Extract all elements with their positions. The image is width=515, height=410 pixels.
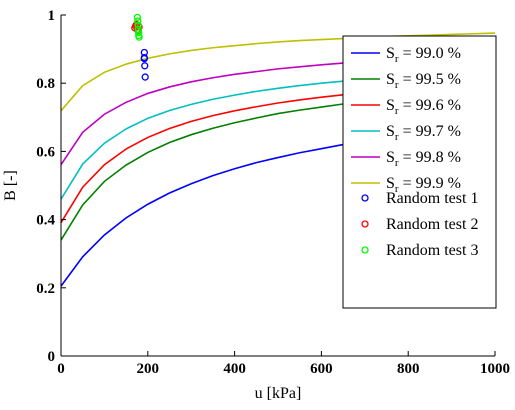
axes: 0 200 400 600 800 1000 0 0.2 0.4 0.6 0.8 1 xyxy=(36,8,510,377)
y-tick-label: 1 xyxy=(48,8,56,24)
series-line-6 xyxy=(60,32,496,112)
y-tick-label: 0.2 xyxy=(36,281,55,297)
x-tick-label: 1000 xyxy=(480,361,510,377)
legend-marker-swatch xyxy=(361,194,369,202)
x-tick-label: 800 xyxy=(397,361,420,377)
x-axis-label: u [kPa] xyxy=(255,385,302,402)
legend-label: Sr = 99.9 % xyxy=(386,175,461,195)
scatter-point-test-1 xyxy=(141,73,149,81)
legend-marker-swatch xyxy=(361,246,369,254)
legend-marker-swatch xyxy=(361,220,369,228)
scatter-point-test-3 xyxy=(134,21,142,29)
y-tick-label: 0 xyxy=(48,349,56,365)
legend-label: Sr = 99.6 % xyxy=(386,97,461,117)
scatter-point-test-1 xyxy=(140,55,148,63)
legend-label: Sr = 99.0 % xyxy=(386,45,461,65)
legend-label: Sr = 99.7 % xyxy=(386,123,461,143)
scatter-point-test-3 xyxy=(133,13,142,22)
scatter-point-test-3 xyxy=(135,29,143,37)
plot-area xyxy=(60,13,496,287)
legend-label: Random test 3 xyxy=(386,242,478,259)
y-tick-label: 0.8 xyxy=(36,76,55,92)
y-tick-label: 0.4 xyxy=(36,213,55,229)
scatter-point-test-1 xyxy=(141,62,149,70)
legend-label: Random test 1 xyxy=(386,190,478,207)
y-tick-label: 0.6 xyxy=(36,144,55,160)
x-tick-label: 600 xyxy=(310,361,333,377)
legend-box xyxy=(342,35,497,309)
x-tick-label: 400 xyxy=(223,361,246,377)
x-tick-label: 0 xyxy=(57,361,65,377)
legend-label: Random test 2 xyxy=(386,216,478,233)
legend: Sr = 99.0 % Sr = 99.5 % Sr = 99.6 % Sr = 99… xyxy=(342,35,497,309)
y-axis-label: B [-] xyxy=(2,170,19,201)
x-tick-label: 200 xyxy=(137,361,160,377)
legend-label: Sr = 99.8 % xyxy=(386,149,461,169)
scatter-point-test-3 xyxy=(134,17,142,25)
legend-label: Sr = 99.5 % xyxy=(386,71,461,91)
scatter-point-test-3 xyxy=(135,33,143,41)
